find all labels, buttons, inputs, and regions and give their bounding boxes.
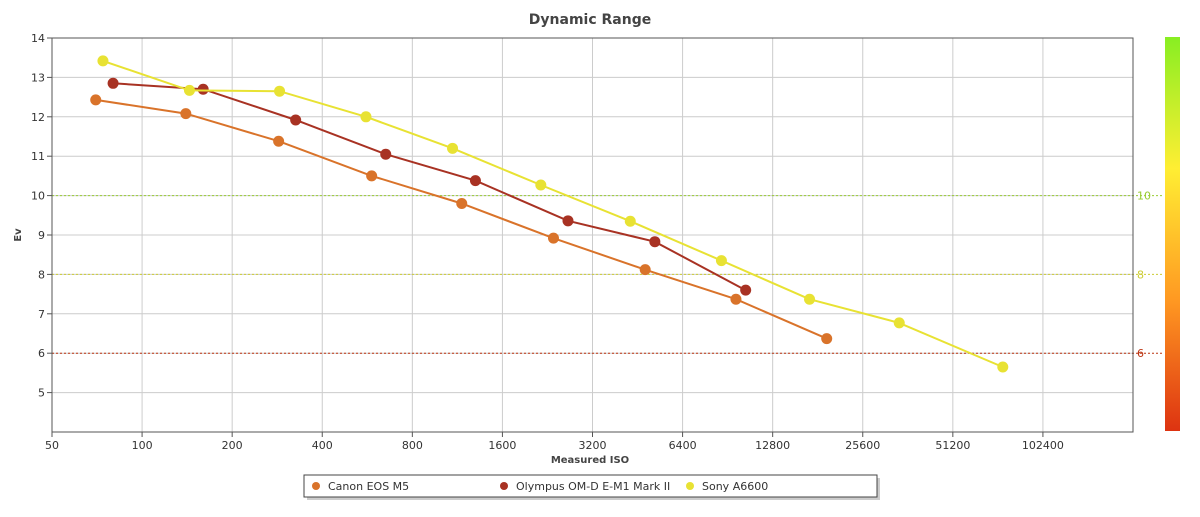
reference-line-labels: 10 8 6 <box>1137 190 1151 361</box>
x-axis-label: Measured ISO <box>551 455 629 466</box>
data-point[interactable] <box>715 255 727 267</box>
reference-line-label: 6 <box>1137 347 1144 360</box>
data-point[interactable] <box>366 170 378 182</box>
series-2 <box>97 55 1009 373</box>
data-point[interactable] <box>447 142 459 154</box>
series-0 <box>90 94 833 345</box>
legend: Canon EOS M5 Olympus OM-D E-M1 Mark II Son… <box>303 474 880 500</box>
x-axis-ticks: 50 100 200 400 800 1600 3200 6400 12800 25600 5120… <box>45 432 1064 452</box>
x-tick-label: 400 <box>312 439 333 452</box>
data-point[interactable] <box>380 148 392 160</box>
y-axis-label: Ev <box>13 228 24 242</box>
x-tick-label: 51200 <box>935 439 970 452</box>
color-scale-bar <box>1165 37 1180 431</box>
chart-title: Dynamic Range <box>529 12 651 28</box>
data-point[interactable] <box>624 215 636 227</box>
y-tick-label: 8 <box>38 268 45 281</box>
data-point[interactable] <box>740 284 752 296</box>
y-tick-label: 11 <box>31 150 45 163</box>
y-tick-label: 5 <box>38 387 45 400</box>
y-tick-label: 9 <box>38 229 45 242</box>
data-point[interactable] <box>821 333 833 345</box>
data-point[interactable] <box>997 361 1009 373</box>
x-tick-label: 25600 <box>845 439 880 452</box>
legend-box <box>303 474 878 498</box>
x-tick-label: 6400 <box>669 439 697 452</box>
data-point[interactable] <box>183 84 195 96</box>
y-tick-label: 12 <box>31 111 45 124</box>
reference-line-label: 8 <box>1137 268 1144 281</box>
data-point[interactable] <box>97 55 109 67</box>
data-point[interactable] <box>469 175 481 187</box>
data-point[interactable] <box>197 83 209 95</box>
data-point[interactable] <box>649 236 661 248</box>
data-point[interactable] <box>639 264 651 276</box>
data-point[interactable] <box>180 108 192 120</box>
y-tick-label: 6 <box>38 347 45 360</box>
x-tick-label: 1600 <box>488 439 516 452</box>
data-point[interactable] <box>562 215 574 227</box>
y-axis-ticks: 5 6 7 8 9 10 11 12 13 14 <box>31 32 52 400</box>
y-tick-label: 14 <box>31 32 45 45</box>
x-tick-label: 100 <box>132 439 153 452</box>
data-point[interactable] <box>274 85 286 97</box>
legend-label[interactable]: Sony A6600 <box>702 480 768 493</box>
legend-label[interactable]: Olympus OM-D E-M1 Mark II <box>516 480 670 493</box>
data-point[interactable] <box>535 179 547 191</box>
legend-marker <box>686 482 694 490</box>
data-point[interactable] <box>730 293 742 305</box>
data-point[interactable] <box>547 232 559 244</box>
legend-marker <box>312 482 320 490</box>
x-tick-label: 50 <box>45 439 59 452</box>
y-tick-label: 10 <box>31 190 45 203</box>
data-point[interactable] <box>360 111 372 123</box>
data-point[interactable] <box>290 114 302 126</box>
series <box>90 55 1009 373</box>
data-point[interactable] <box>107 77 119 89</box>
series-line <box>113 82 747 292</box>
reference-lines <box>52 195 1163 354</box>
y-tick-label: 7 <box>38 308 45 321</box>
data-point[interactable] <box>90 94 102 106</box>
x-tick-label: 200 <box>222 439 243 452</box>
x-tick-label: 3200 <box>579 439 607 452</box>
x-tick-label: 800 <box>402 439 423 452</box>
series-1 <box>107 77 752 296</box>
x-tick-label: 102400 <box>1022 439 1064 452</box>
data-point[interactable] <box>804 293 816 305</box>
legend-marker <box>500 482 508 490</box>
data-point[interactable] <box>273 135 285 147</box>
y-tick-label: 13 <box>31 71 45 84</box>
x-tick-label: 12800 <box>755 439 790 452</box>
legend-label[interactable]: Canon EOS M5 <box>328 480 409 493</box>
reference-line-label: 10 <box>1137 190 1151 203</box>
data-point[interactable] <box>456 197 468 209</box>
data-point[interactable] <box>893 317 905 329</box>
